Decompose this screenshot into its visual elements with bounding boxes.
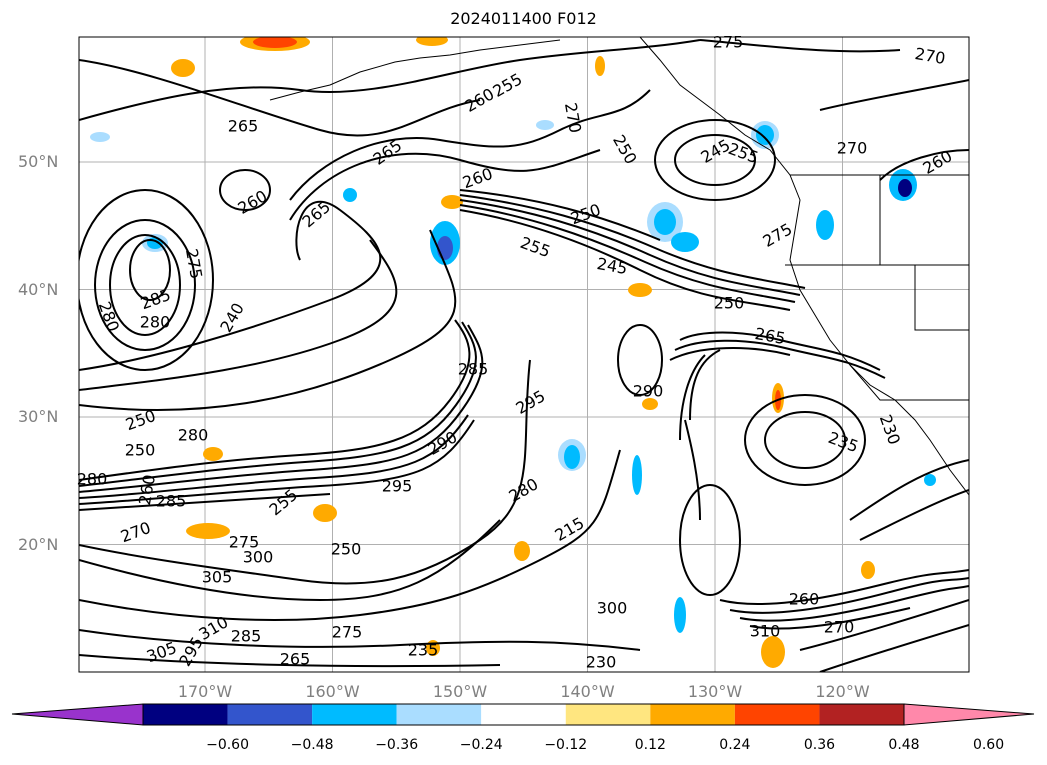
contour-label: 290 <box>633 382 664 401</box>
longitude-label: 160°W <box>305 682 360 701</box>
contour-label: 265 <box>280 650 311 669</box>
longitude-label: 130°W <box>687 682 743 701</box>
contour-label: 230 <box>586 653 617 672</box>
contour-label: 305 <box>202 568 233 587</box>
colorbar-segment <box>734 704 820 725</box>
latitude-label: 50°N <box>18 152 59 171</box>
colorbar-segment <box>481 704 566 725</box>
colorbar-tick-label: 0.12 <box>634 737 666 753</box>
colorbar-extension-high <box>903 703 1035 726</box>
contour-label: 300 <box>243 548 274 567</box>
coastline <box>269 37 969 496</box>
contour-label: 310 <box>750 622 781 641</box>
contour-label: 275 <box>713 33 744 52</box>
latitude-label: 30°N <box>18 407 59 426</box>
colorbar-tick-label: −0.48 <box>290 737 334 753</box>
colorbar-tick-label: 0.60 <box>972 737 1005 753</box>
contour-label: 270 <box>837 139 868 158</box>
colorbar-tick-label: −0.36 <box>375 737 419 753</box>
longitude-label: 120°W <box>815 682 870 701</box>
colorbar-segment <box>143 704 228 725</box>
contour-label: 235 <box>408 641 439 660</box>
colorbar-segment <box>396 704 482 725</box>
colorbar-tick-label: 0.48 <box>888 737 920 753</box>
colorbar-tick-label: 0.24 <box>719 737 751 753</box>
contour-label: 270 <box>824 618 855 637</box>
contour-label: 285 <box>231 627 262 646</box>
colorbar-segment <box>565 704 651 725</box>
colorbar-tick-label: −0.60 <box>206 737 249 753</box>
contour-label: 280 <box>178 426 209 445</box>
colorbar-tick-label: −0.24 <box>459 737 503 753</box>
map-frame <box>78 36 970 673</box>
contour-label: 250 <box>331 540 362 559</box>
contour-label: 250 <box>125 441 156 460</box>
contour-label: 275 <box>332 623 363 642</box>
contour-label: 300 <box>597 599 628 618</box>
colorbar <box>11 703 1035 726</box>
longitude-label: 150°W <box>432 682 488 701</box>
height-contours <box>79 39 969 672</box>
colorbar-tick-label: 0.36 <box>803 737 836 753</box>
contour-label: 285 <box>458 360 489 379</box>
colorbar-tick-label: −0.12 <box>544 737 588 753</box>
longitude-label: 170°W <box>177 682 233 701</box>
contour-label: 295 <box>382 477 413 496</box>
contour-label: 280 <box>140 313 171 332</box>
shaded-field <box>90 37 936 668</box>
longitude-label: 140°W <box>560 682 615 701</box>
colorbar-segment <box>227 704 313 725</box>
map-title: 2024011400 F012 <box>450 9 597 28</box>
latitude-label: 40°N <box>18 279 59 299</box>
contour-label: 285 <box>156 492 187 511</box>
contour-label: 275 <box>229 533 260 552</box>
contour-label: 260 <box>789 590 820 609</box>
contour-label: 265 <box>228 117 259 136</box>
colorbar-outline <box>142 703 905 726</box>
contour-label: 250 <box>714 294 745 313</box>
latitude-label: 20°N <box>18 534 59 554</box>
colorbar-segment <box>650 704 735 725</box>
colorbar-segment <box>819 704 904 725</box>
contour-label: 280 <box>77 470 108 489</box>
colorbar-segment <box>312 704 397 725</box>
colorbar-extension-low <box>11 703 144 726</box>
